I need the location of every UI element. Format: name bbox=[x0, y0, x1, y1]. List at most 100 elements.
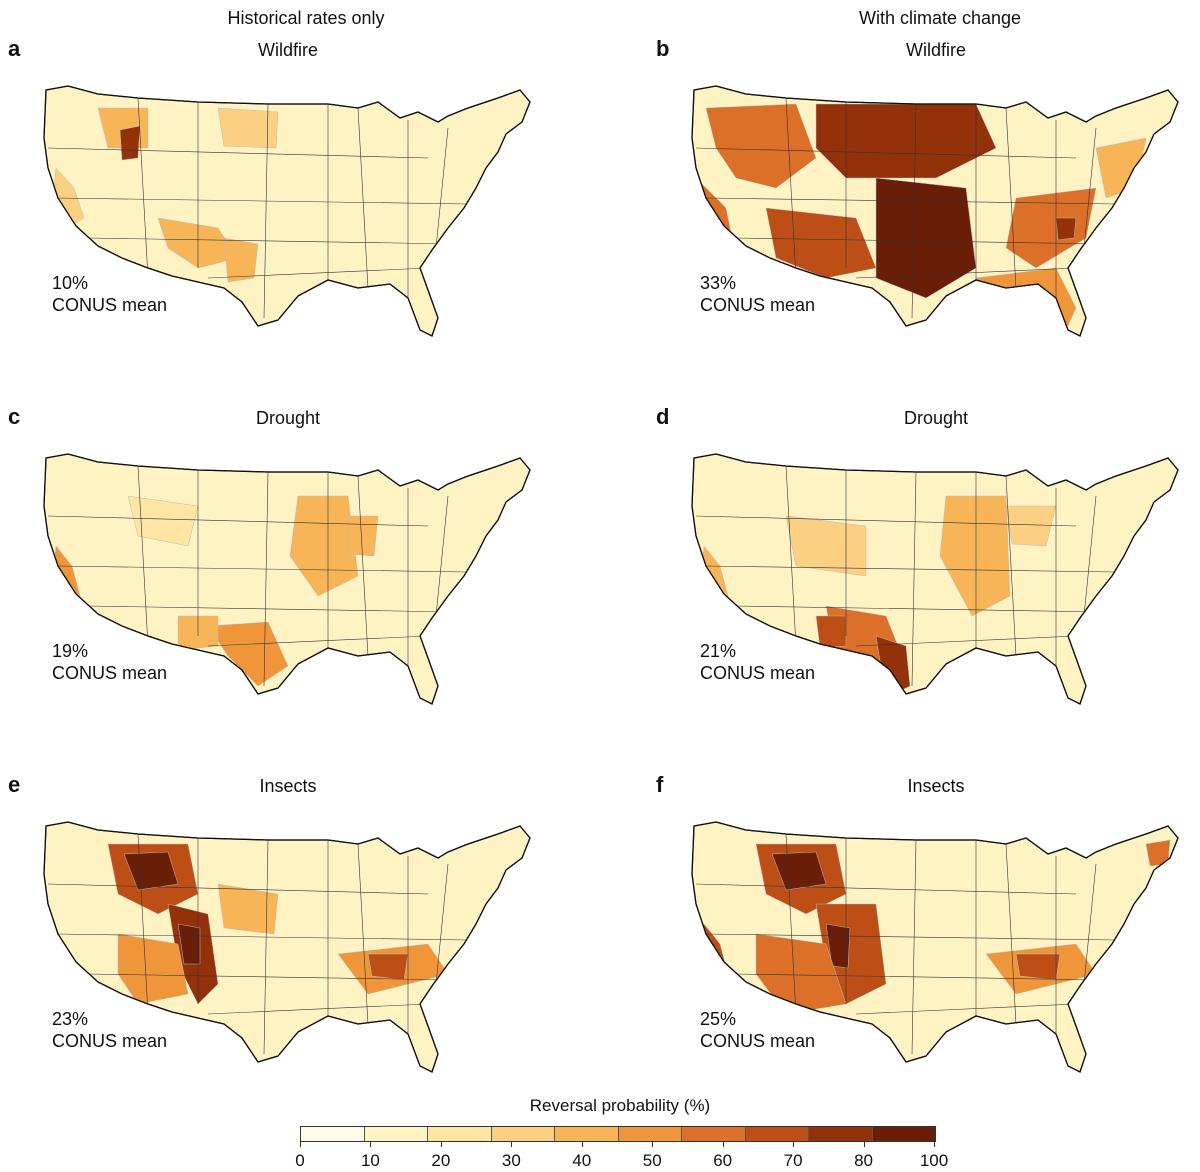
ecoregion-shading bbox=[755, 933, 847, 1015]
conus-mean-value: 19% bbox=[52, 641, 89, 661]
us-map bbox=[691, 821, 1179, 1073]
us-map bbox=[43, 453, 531, 705]
conus-mean-text: CONUS mean bbox=[52, 663, 168, 683]
state-border bbox=[705, 565, 1117, 573]
legend-tick bbox=[511, 1141, 513, 1147]
legend-title: Reversal probability (%) bbox=[529, 1096, 711, 1115]
ecoregion-shading bbox=[117, 933, 189, 1005]
ecoregion-shading bbox=[939, 495, 1011, 617]
us-map bbox=[691, 453, 1179, 705]
state-border bbox=[47, 515, 429, 527]
ecoregion-shading bbox=[223, 237, 259, 283]
ecoregion-shading bbox=[127, 495, 199, 547]
us-map bbox=[43, 85, 531, 337]
state-border bbox=[87, 237, 459, 245]
state-border bbox=[735, 605, 1107, 613]
legend-tick bbox=[652, 1141, 654, 1147]
legend-swatch bbox=[554, 1127, 618, 1141]
panel-letter: f bbox=[656, 772, 664, 797]
us-map bbox=[691, 85, 1179, 337]
legend-swatch bbox=[871, 1127, 935, 1141]
us-map bbox=[43, 821, 531, 1073]
state-border bbox=[357, 843, 369, 1025]
ecoregion-shading bbox=[815, 615, 847, 649]
legend-swatch bbox=[681, 1127, 745, 1141]
ecoregion-shading bbox=[177, 923, 201, 965]
legend-colorbar bbox=[300, 1126, 936, 1142]
map-panel-f: f Insects 25% CONUS mean bbox=[656, 772, 1200, 1106]
legend-tick-label: 80 bbox=[854, 1151, 874, 1170]
panel-letter: d bbox=[656, 404, 670, 429]
state-border bbox=[57, 933, 469, 941]
legend-tick-label: 70 bbox=[783, 1151, 803, 1170]
state-border bbox=[263, 839, 269, 1055]
map-panel-b: b Wildfire 33% CONUS mean bbox=[656, 36, 1200, 370]
panel-title: Wildfire bbox=[257, 40, 318, 60]
colorbar-legend: Reversal probability (%) 0 10 20 30 40 50 60 70… bbox=[270, 1096, 970, 1172]
legend-tick-label: 10 bbox=[360, 1151, 380, 1170]
state-border bbox=[855, 1003, 1077, 1015]
column-header-left: Historical rates only bbox=[227, 8, 385, 28]
state-border bbox=[911, 839, 917, 1055]
state-border bbox=[207, 267, 429, 279]
state-border bbox=[87, 605, 459, 613]
panel-title: Insects bbox=[259, 776, 317, 796]
legend-tick bbox=[581, 1141, 583, 1147]
legend-tick-label: 60 bbox=[713, 1151, 733, 1170]
conus-mean-value: 33% bbox=[700, 273, 737, 293]
state-border bbox=[57, 565, 469, 573]
conus-border bbox=[691, 85, 1179, 337]
state-border bbox=[1005, 107, 1017, 289]
state-border bbox=[855, 267, 1077, 279]
conus-border bbox=[43, 821, 531, 1073]
panel-letter: b bbox=[656, 36, 670, 61]
state-border bbox=[357, 107, 369, 289]
legend-tick bbox=[793, 1141, 795, 1147]
panel-letter: a bbox=[8, 36, 21, 61]
state-border bbox=[357, 475, 369, 657]
panel-letter: e bbox=[8, 772, 21, 797]
state-border bbox=[911, 471, 917, 687]
legend-tick bbox=[440, 1141, 442, 1147]
panel-title: Insects bbox=[907, 776, 965, 796]
map-panel-d: d Drought 21% CONUS mean bbox=[656, 404, 1200, 738]
state-border bbox=[735, 973, 1107, 981]
conus-mean-label: 25% CONUS mean bbox=[700, 1008, 815, 1052]
state-border bbox=[785, 465, 797, 647]
state-border bbox=[47, 883, 429, 895]
conus-mean-label: 23% CONUS mean bbox=[52, 1008, 167, 1052]
state-border bbox=[137, 97, 149, 279]
state-border bbox=[705, 197, 1117, 205]
legend-tick-label: 100 bbox=[919, 1151, 949, 1170]
state-border bbox=[695, 883, 1077, 895]
state-border bbox=[263, 471, 269, 687]
conus-border bbox=[43, 85, 531, 337]
ecoregion-shading bbox=[705, 103, 817, 189]
conus-mean-text: CONUS mean bbox=[700, 663, 816, 683]
panel-title: Wildfire bbox=[905, 40, 966, 60]
ecoregion-shading bbox=[217, 107, 279, 149]
state-border bbox=[137, 833, 149, 1015]
state-border bbox=[137, 465, 149, 647]
conus-border bbox=[691, 453, 1179, 705]
legend-tick-label: 40 bbox=[572, 1151, 592, 1170]
legend-swatch bbox=[301, 1127, 364, 1141]
legend-swatch bbox=[744, 1127, 808, 1141]
conus-mean-value: 25% bbox=[700, 1009, 737, 1029]
state-border bbox=[87, 973, 459, 981]
map-panel-a: a Wildfire 10% CONUS mean bbox=[8, 36, 568, 370]
legend-tick-label: 0 bbox=[295, 1151, 305, 1170]
state-border bbox=[911, 103, 917, 319]
state-border bbox=[705, 933, 1117, 941]
panel-title: Drought bbox=[903, 408, 969, 428]
ecoregion-shading bbox=[123, 851, 179, 891]
legend-tick bbox=[863, 1141, 865, 1147]
conus-mean-label: 33% CONUS mean bbox=[700, 272, 815, 316]
state-border bbox=[207, 635, 429, 647]
ecoregion-shading bbox=[765, 207, 877, 279]
state-border bbox=[855, 635, 1077, 647]
conus-mean-text: CONUS mean bbox=[52, 295, 168, 315]
column-header-right: With climate change bbox=[858, 8, 1022, 28]
legend-ticks: 0 10 20 30 40 50 60 70 80 100 bbox=[295, 1141, 948, 1171]
ecoregion-shading bbox=[825, 923, 851, 969]
